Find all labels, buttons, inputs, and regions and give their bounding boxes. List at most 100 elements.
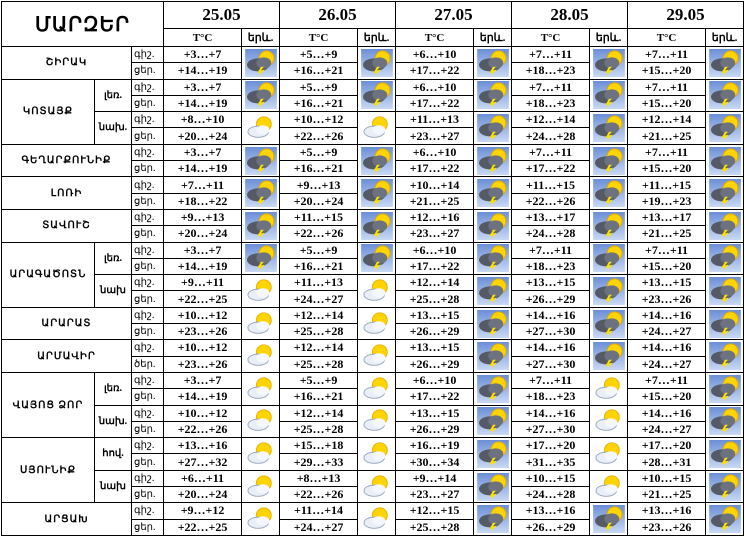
- data-row: ԿՈՏԱՅՔ լեռ. գիշ. +3…+7 +5…+9 +6…+10 +7…+11 +7…+…: [1, 78, 745, 145]
- weather-icon: [357, 143, 397, 178]
- temperature: +14…+19: [163, 257, 243, 276]
- region-name: ԱՐԱՐԱՏ: [1, 306, 132, 341]
- weather-icon: [241, 371, 281, 406]
- weather-icon: [357, 306, 397, 341]
- temperature: +7…+11: [511, 143, 591, 162]
- temperature: +18…+23: [511, 257, 591, 276]
- temperature: +18…+23: [511, 94, 591, 113]
- period-label: ցեր.: [130, 225, 165, 243]
- temperature: +15…+20: [627, 160, 707, 178]
- icon-storm: [708, 244, 742, 272]
- temperature: +21…+25: [395, 192, 475, 210]
- icon-storm: [476, 147, 510, 175]
- temperature: +17…+22: [511, 160, 591, 178]
- period-label: գիշ.: [130, 241, 165, 259]
- icon-cloud: [592, 375, 626, 403]
- temperature: +13…+16: [163, 437, 243, 455]
- icon-storm: [708, 81, 742, 109]
- region-name: ՇԻՐԱԿ: [1, 46, 132, 80]
- date: 26.05: [279, 1, 397, 29]
- period-label: գիշ.: [130, 306, 165, 325]
- icon-storm: [708, 473, 742, 501]
- temperature: +11…+15: [627, 176, 707, 194]
- weather-icon: [589, 339, 629, 373]
- period-label: ցեր.: [130, 486, 165, 504]
- icon-storm: [708, 114, 742, 142]
- region-name: ԳԵՂԱՐՔՈՒՆԻՔ: [1, 143, 132, 178]
- weather-icon: [241, 111, 281, 145]
- temperature: +14…+16: [511, 339, 591, 357]
- temperature: +14…+16: [627, 306, 707, 325]
- temperature: +23…+27: [395, 486, 475, 504]
- weather-icon: [589, 111, 629, 145]
- icon-storm: [244, 147, 278, 175]
- temperature: +24…+27: [279, 518, 359, 536]
- temperature: +12…+14: [627, 111, 707, 129]
- icon-storm: [476, 179, 510, 207]
- data-row: ցեր. +14…+19 +16…+21 +17…+22 +17…+22 +15…+20: [2, 160, 744, 178]
- temperature: +18…+23: [511, 388, 591, 406]
- title: ՄԱՐԶԵՐ: [0, 1, 165, 47]
- temperature: +22…+25: [163, 290, 243, 308]
- temperature: +11…+15: [511, 176, 591, 194]
- weather-icon: [589, 437, 629, 471]
- weather-icon: [705, 111, 745, 145]
- temperature: +9…+12: [163, 502, 243, 520]
- temperature: +24…+27: [627, 420, 707, 439]
- temperature: +6…+10: [395, 45, 475, 64]
- date: 25.05: [163, 1, 281, 29]
- zone-name: լեռ.: [94, 371, 132, 406]
- temperature: +22…+26: [511, 192, 591, 210]
- temperature: +10…+15: [511, 469, 591, 488]
- weather-icon: [705, 502, 745, 536]
- temperature: +11…+13: [279, 274, 359, 292]
- icon-cloud: [244, 473, 278, 501]
- data-row: ԼՈՌԻ գիշ. +7…+11 +9…+13 +10…+14 +11…+15 +11…+1…: [1, 176, 745, 210]
- temperature: +5…+9: [279, 143, 359, 162]
- period-label: գիշ.: [130, 45, 165, 64]
- temperature: +26…+29: [511, 290, 591, 308]
- temperature: +20…+24: [163, 225, 243, 243]
- icon-storm: [476, 505, 510, 533]
- weather-icon: [589, 46, 629, 80]
- temperature: +20…+24: [279, 192, 359, 210]
- weather-icon: [357, 502, 397, 536]
- icon-storm: [476, 277, 510, 305]
- temperature: +10…+12: [279, 111, 359, 129]
- temperature: +11…+13: [395, 111, 475, 129]
- temperature: +3…+7: [163, 143, 243, 162]
- temperature: +14…+19: [163, 62, 243, 80]
- weather-icon: [473, 404, 513, 439]
- period-label: ցեր.: [130, 192, 165, 210]
- temperature: +17…+22: [395, 160, 475, 178]
- icon-cloud: [360, 407, 394, 435]
- temperature: +6…+11: [163, 469, 243, 488]
- weather-icon: [241, 241, 281, 276]
- weather-icon: [589, 306, 629, 341]
- icon-storm: [360, 147, 394, 175]
- temperature: +19…+23: [627, 192, 707, 210]
- weather-icon: [241, 437, 281, 471]
- period-label: գիշ.: [130, 78, 165, 96]
- icon-storm: [592, 244, 626, 272]
- period-label: գիշ.: [130, 111, 165, 129]
- temperature: +17…+22: [395, 62, 475, 80]
- icon-label: երև.: [705, 28, 745, 47]
- data-row: ԱՐՄԱՎԻՐ գիշ. +10…+12 +12…+14 +13…+15 +14…+16 +…: [1, 339, 745, 373]
- weather-icon: [473, 176, 513, 210]
- icon-storm: [244, 49, 278, 77]
- temperature: +13…+15: [627, 274, 707, 292]
- temperature: +12…+14: [279, 306, 359, 325]
- temperature: +3…+7: [163, 78, 243, 96]
- data-row: ՇԻՐԱԿ գիշ. +3…+7 +5…+9 +6…+10 +7…+11 +7…+11: [1, 45, 745, 80]
- temperature: +8…+13: [279, 469, 359, 488]
- icon-storm: [476, 407, 510, 435]
- weather-icon: [357, 274, 397, 308]
- weather-icon: [473, 437, 513, 471]
- period-label: ցեր.: [130, 518, 165, 536]
- temperature: +13…+15: [395, 339, 475, 357]
- data-row: ՍՅՈՒՆԻՔ հով. գիշ. +13…+16 +15…+18 +16…+19 +17……: [1, 437, 745, 504]
- icon-cloud: [360, 440, 394, 468]
- icon-storm: [244, 244, 278, 272]
